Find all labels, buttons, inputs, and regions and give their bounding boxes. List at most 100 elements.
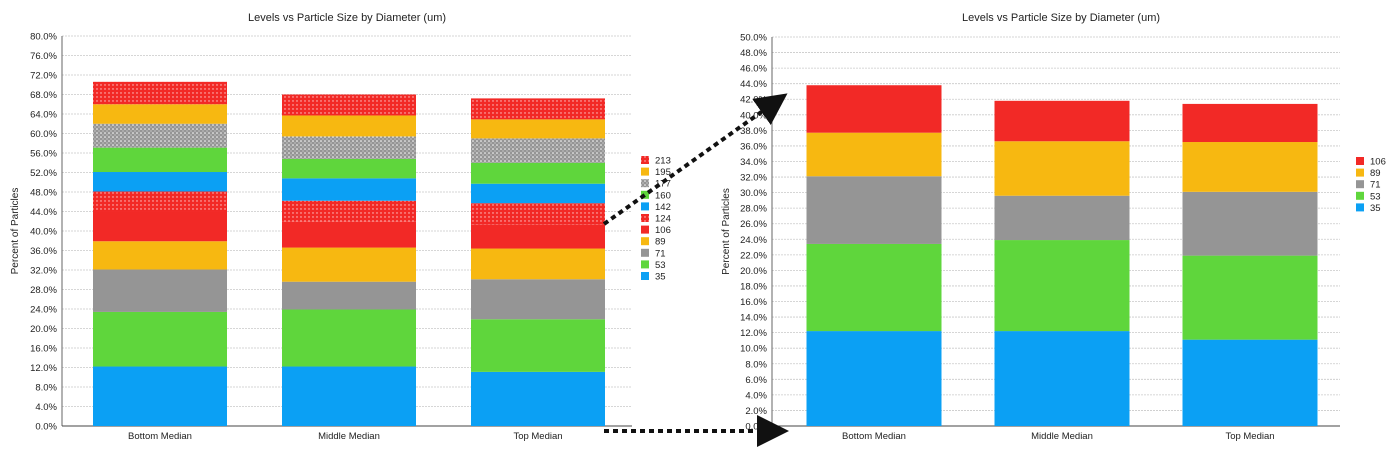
y-tick-label: 2.0% [745, 406, 767, 417]
y-tick-label: 24.0% [740, 235, 767, 246]
legend-swatch-124 [641, 214, 649, 222]
y-tick-label: 22.0% [740, 250, 767, 261]
legend-label-53: 53 [1370, 191, 1381, 202]
y-tick-label: 34.0% [740, 157, 767, 168]
legend-swatch-89 [641, 237, 649, 246]
bar-segment-89 [1182, 142, 1318, 192]
bar-segment-35 [282, 366, 416, 426]
bar-segment-213 [93, 81, 227, 105]
legend-label-89: 89 [1370, 168, 1381, 179]
legend-swatch-142 [641, 202, 649, 211]
bar-segment-71 [994, 195, 1130, 241]
bar-segment-213 [471, 98, 605, 120]
y-tick-label: 80.0% [30, 32, 57, 43]
y-tick-label: 72.0% [30, 71, 57, 82]
bar-segment-71 [806, 176, 942, 244]
y-tick-label: 48.0% [740, 48, 767, 59]
bar-segment-89 [282, 247, 416, 282]
y-tick-label: 28.0% [740, 204, 767, 215]
x-tick-label: Top Median [513, 431, 562, 442]
y-tick-label: 44.0% [740, 79, 767, 90]
legend-label-71: 71 [1370, 180, 1381, 191]
legend-label-106: 106 [655, 225, 671, 236]
legend-label-35: 35 [1370, 203, 1381, 214]
x-tick-label: Bottom Median [128, 431, 192, 442]
y-axis-label: Percent of Particles [721, 188, 732, 275]
bar-segment-160 [282, 158, 416, 179]
stacked-bar-chart-all-sizes: Levels vs Particle Size by Diameter (um)… [10, 12, 671, 442]
stacked-bar-chart-small-sizes: Levels vs Particle Size by Diameter (um)… [721, 12, 1386, 442]
x-tick-label: Middle Median [318, 431, 380, 442]
bar-segment-53 [93, 311, 227, 367]
bar-segment-142 [93, 172, 227, 192]
y-tick-label: 12.0% [30, 363, 57, 374]
y-tick-label: 32.0% [740, 173, 767, 184]
bar-segment-35 [806, 331, 942, 426]
legend-label-160: 160 [655, 190, 671, 201]
y-tick-label: 36.0% [30, 246, 57, 257]
bar-segment-89 [93, 241, 227, 270]
y-tick-label: 0.0% [745, 422, 767, 433]
bar-segment-89 [471, 248, 605, 280]
bar-segment-177 [471, 138, 605, 163]
y-tick-label: 8.0% [745, 359, 767, 370]
x-tick-label: Bottom Median [842, 431, 906, 442]
bar-segment-71 [1182, 191, 1318, 256]
legend-swatch-213 [641, 156, 649, 164]
y-tick-label: 48.0% [30, 188, 57, 199]
y-tick-label: 56.0% [30, 149, 57, 160]
y-tick-label: 50.0% [740, 33, 767, 44]
y-tick-label: 42.0% [740, 95, 767, 106]
bar-segment-160 [471, 162, 605, 184]
bar-segment-35 [471, 371, 605, 426]
y-tick-label: 30.0% [740, 188, 767, 199]
legend-swatch-106 [641, 225, 649, 234]
bar-segment-53 [1182, 255, 1318, 340]
bar-segment-106 [282, 221, 416, 248]
bar-segment-53 [994, 240, 1130, 332]
legend-label-213: 213 [655, 156, 671, 167]
y-tick-label: 32.0% [30, 266, 57, 277]
bar-segment-35 [1182, 339, 1318, 426]
legend-label-71: 71 [655, 248, 666, 259]
bar-segment-195 [471, 119, 605, 139]
y-tick-label: 36.0% [740, 141, 767, 152]
y-tick-label: 60.0% [30, 129, 57, 140]
legend-swatch-177 [641, 179, 649, 188]
legend-label-124: 124 [655, 214, 671, 225]
bar-segment-142 [282, 178, 416, 201]
legend-swatch-35 [641, 272, 649, 280]
y-tick-label: 68.0% [30, 90, 57, 101]
legend-label-89: 89 [655, 237, 666, 248]
chart-title: Levels vs Particle Size by Diameter (um) [962, 12, 1160, 24]
bar-segment-89 [806, 132, 942, 177]
bar-segment-106 [471, 224, 605, 249]
bar-segment-124 [282, 200, 416, 222]
y-tick-label: 0.0% [35, 422, 57, 433]
bar-segment-124 [471, 203, 605, 225]
y-tick-label: 4.0% [745, 390, 767, 401]
legend-label-35: 35 [655, 272, 666, 283]
legend-swatch-71 [1356, 180, 1364, 189]
y-tick-label: 40.0% [30, 227, 57, 238]
legend-swatch-71 [641, 248, 649, 257]
bar-segment-53 [282, 309, 416, 367]
zoom-connector-arrows [602, 93, 789, 447]
legend-label-195: 195 [655, 167, 671, 178]
bar-segment-195 [93, 104, 227, 124]
y-tick-label: 12.0% [740, 328, 767, 339]
y-tick-label: 20.0% [30, 324, 57, 335]
bar-segment-177 [93, 123, 227, 148]
legend-label-142: 142 [655, 202, 671, 213]
y-tick-label: 52.0% [30, 168, 57, 179]
y-tick-label: 4.0% [35, 402, 57, 413]
bar-segment-160 [93, 147, 227, 173]
bar-segment-71 [471, 279, 605, 320]
legend-swatch-35 [1356, 203, 1364, 212]
legend-label-177: 177 [655, 179, 671, 190]
bar-segment-106 [994, 100, 1130, 142]
bar-segment-71 [93, 269, 227, 312]
